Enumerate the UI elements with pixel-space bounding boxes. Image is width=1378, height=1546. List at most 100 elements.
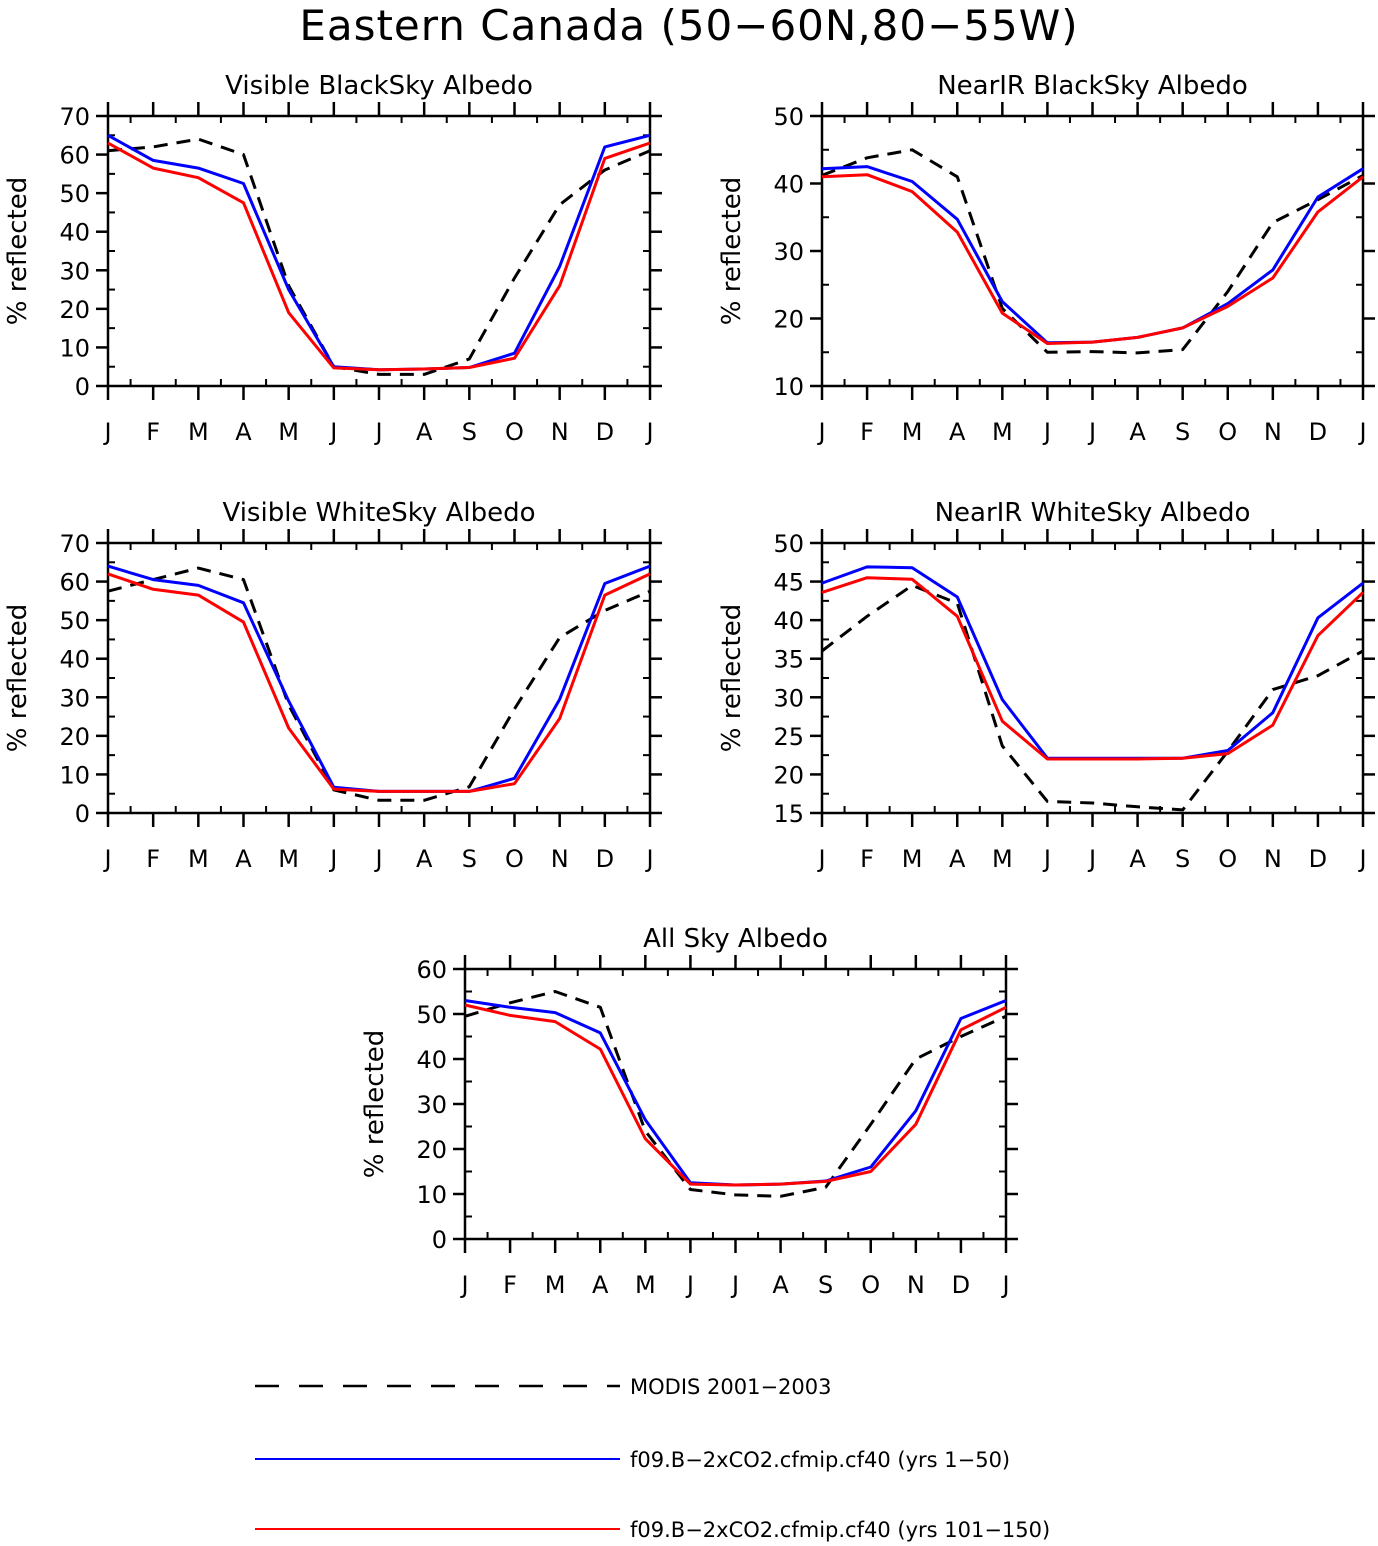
x-tick-label: S <box>462 845 477 873</box>
x-tick-label: A <box>949 845 966 873</box>
x-tick-label: J <box>685 1271 694 1299</box>
legend-label: MODIS 2001−2003 <box>630 1375 832 1399</box>
x-tick-label: S <box>818 1271 833 1299</box>
y-tick-label: 60 <box>416 956 447 984</box>
plot-frame <box>106 114 652 388</box>
y-tick-label: 40 <box>59 646 90 674</box>
y-tick-label: 35 <box>773 646 804 674</box>
x-tick-label: D <box>596 845 614 873</box>
series-line-run2 <box>821 576 1365 761</box>
x-tick-label: J <box>1087 418 1096 446</box>
x-tick-label: M <box>992 418 1013 446</box>
x-tick-label: M <box>902 418 923 446</box>
series-line-run2 <box>107 572 651 793</box>
x-tick-label: F <box>146 845 160 873</box>
x-tick-label: J <box>1357 418 1366 446</box>
y-tick-label: 60 <box>59 569 90 597</box>
y-tick-label: 0 <box>75 373 90 401</box>
series-line-run2 <box>464 1003 1007 1187</box>
x-tick-label: J <box>102 845 111 873</box>
series-line-run1 <box>107 133 651 372</box>
y-tick-label: 20 <box>416 1136 447 1164</box>
series-line-run1 <box>821 165 1364 345</box>
x-tick-label: S <box>1175 418 1190 446</box>
y-tick-label: 40 <box>773 171 804 199</box>
x-tick-label: J <box>1087 845 1096 873</box>
y-tick-label: 10 <box>773 373 804 401</box>
x-tick-label: F <box>146 418 160 446</box>
x-tick-label: D <box>1309 845 1327 873</box>
y-tick-label: 30 <box>416 1091 447 1119</box>
x-tick-label: D <box>1309 418 1327 446</box>
x-tick-label: J <box>459 1271 468 1299</box>
y-tick-label: 50 <box>59 607 90 635</box>
y-axis-label: % reflected <box>717 604 747 752</box>
y-tick-label: 30 <box>59 257 90 285</box>
y-tick-label: 50 <box>773 103 804 131</box>
x-tick-label: J <box>1042 418 1051 446</box>
x-tick-label: A <box>1129 845 1146 873</box>
series-line-modis <box>107 566 651 802</box>
y-tick-label: 20 <box>59 723 90 751</box>
series-line-run2 <box>821 173 1364 345</box>
y-tick-label: 50 <box>59 180 90 208</box>
x-tick-label: M <box>278 418 299 446</box>
x-tick-label: F <box>503 1271 517 1299</box>
y-tick-label: 40 <box>416 1046 447 1074</box>
x-tick-label: O <box>505 418 524 446</box>
series-line-run2 <box>107 141 651 372</box>
y-axis-label: % reflected <box>3 177 33 325</box>
y-axis-label: % reflected <box>717 177 747 325</box>
x-tick-label: J <box>1042 845 1051 873</box>
y-tick-label: 15 <box>773 800 804 828</box>
x-tick-label: D <box>596 418 614 446</box>
x-tick-label: A <box>416 845 433 873</box>
x-tick-label: A <box>772 1271 789 1299</box>
x-tick-label: J <box>102 418 111 446</box>
x-tick-label: S <box>1175 845 1190 873</box>
series-line-modis <box>821 148 1364 355</box>
y-tick-label: 20 <box>773 306 804 334</box>
x-tick-label: J <box>373 418 382 446</box>
x-tick-label: N <box>1264 418 1282 446</box>
x-tick-label: M <box>992 845 1013 873</box>
x-tick-label: A <box>949 418 966 446</box>
x-tick-label: J <box>644 845 653 873</box>
figure-title: Eastern Canada (50−60N,80−55W) <box>299 1 1078 50</box>
x-tick-label: A <box>1129 418 1146 446</box>
y-tick-label: 10 <box>59 334 90 362</box>
legend-label: f09.B−2xCO2.cfmip.cf40 (yrs 1−50) <box>630 1448 1010 1472</box>
panel-title: NearIR BlackSky Albedo <box>937 71 1248 101</box>
x-tick-label: A <box>416 418 433 446</box>
x-tick-label: O <box>861 1271 880 1299</box>
x-tick-label: F <box>860 845 874 873</box>
x-tick-label: J <box>373 845 382 873</box>
y-tick-label: 25 <box>773 723 804 751</box>
x-tick-label: J <box>328 845 337 873</box>
y-axis-label: % reflected <box>360 1030 390 1178</box>
x-tick-label: J <box>1000 1271 1009 1299</box>
x-tick-label: N <box>1264 845 1282 873</box>
y-tick-label: 0 <box>75 800 90 828</box>
legend: MODIS 2001−2003 f09.B−2xCO2.cfmip.cf40 (y… <box>255 1375 1050 1542</box>
x-tick-label: F <box>860 418 874 446</box>
x-tick-label: A <box>592 1271 609 1299</box>
x-tick-label: O <box>505 845 524 873</box>
x-tick-label: J <box>730 1271 739 1299</box>
x-tick-label: M <box>635 1271 656 1299</box>
y-tick-label: 70 <box>59 103 90 131</box>
y-tick-label: 20 <box>773 761 804 789</box>
x-tick-label: M <box>188 418 209 446</box>
y-tick-label: 20 <box>59 296 90 324</box>
x-tick-label: D <box>952 1271 970 1299</box>
y-tick-label: 50 <box>416 1001 447 1029</box>
series-line-modis <box>107 137 651 376</box>
series-line-run1 <box>821 565 1364 760</box>
y-tick-label: 50 <box>773 530 804 558</box>
x-tick-label: N <box>551 418 569 446</box>
